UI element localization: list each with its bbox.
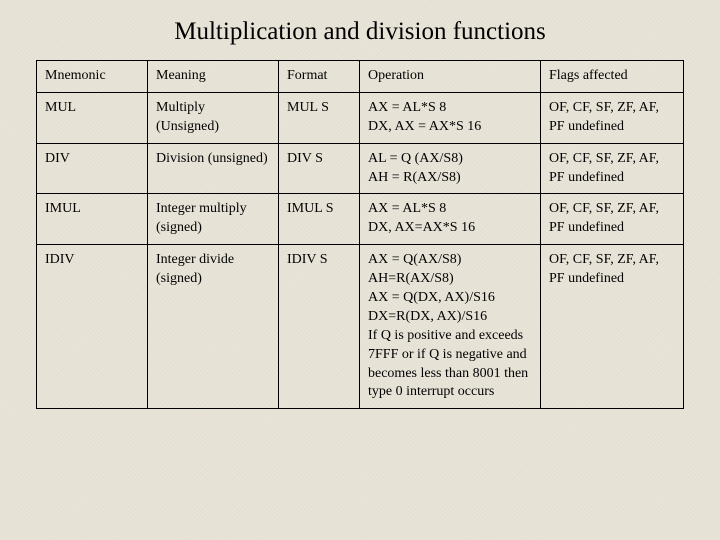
meaning-cell: Integer multiply (signed) <box>148 194 279 245</box>
flags-cell: OF, CF, SF, ZF, AF, PF undefined <box>541 245 684 409</box>
flags-cell: OF, CF, SF, ZF, AF, PF undefined <box>541 143 684 194</box>
mnemonic-cell: DIV <box>37 143 148 194</box>
mnemonic-cell: IMUL <box>37 194 148 245</box>
meaning-cell: Integer divide (signed) <box>148 245 279 409</box>
operation-cell: AL = Q (AX/S8)AH = R(AX/S8) <box>360 143 541 194</box>
mnemonic-cell: IDIV <box>37 245 148 409</box>
format-cell: IMUL S <box>279 194 360 245</box>
mnemonic-cell: MUL <box>37 92 148 143</box>
meaning-cell: Multiply (Unsigned) <box>148 92 279 143</box>
col-header: Format <box>279 61 360 93</box>
format-cell: MUL S <box>279 92 360 143</box>
table-row: IDIV Integer divide (signed) IDIV S AX =… <box>37 245 684 409</box>
col-header: Flags affected <box>541 61 684 93</box>
operation-cell: AX = AL*S 8DX, AX = AX*S 16 <box>360 92 541 143</box>
table-header-row: Mnemonic Meaning Format Operation Flags … <box>37 61 684 93</box>
table-row: DIV Division (unsigned) DIV S AL = Q (AX… <box>37 143 684 194</box>
format-cell: DIV S <box>279 143 360 194</box>
col-header: Operation <box>360 61 541 93</box>
col-header: Mnemonic <box>37 61 148 93</box>
table-row: MUL Multiply (Unsigned) MUL S AX = AL*S … <box>37 92 684 143</box>
page-title: Multiplication and division functions <box>0 18 720 46</box>
flags-cell: OF, CF, SF, ZF, AF, PF undefined <box>541 194 684 245</box>
table-row: IMUL Integer multiply (signed) IMUL S AX… <box>37 194 684 245</box>
operation-cell: AX = Q(AX/S8)AH=R(AX/S8)AX = Q(DX, AX)/S… <box>360 245 541 409</box>
flags-cell: OF, CF, SF, ZF, AF, PF undefined <box>541 92 684 143</box>
col-header: Meaning <box>148 61 279 93</box>
instruction-table: Mnemonic Meaning Format Operation Flags … <box>36 60 684 409</box>
meaning-cell: Division (unsigned) <box>148 143 279 194</box>
operation-cell: AX = AL*S 8DX, AX=AX*S 16 <box>360 194 541 245</box>
format-cell: IDIV S <box>279 245 360 409</box>
